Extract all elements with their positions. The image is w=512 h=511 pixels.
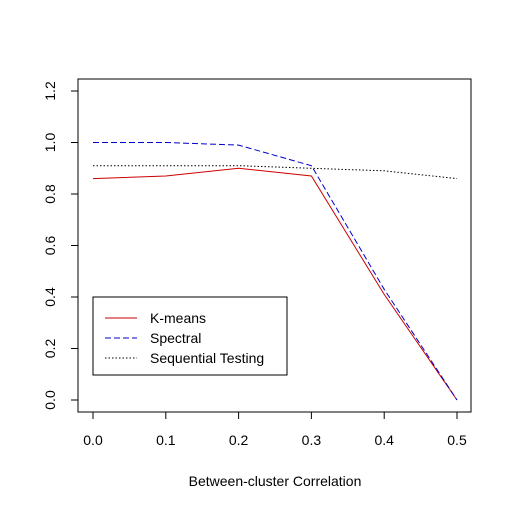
legend-box bbox=[92, 296, 288, 376]
series-line-spectral bbox=[93, 142, 458, 401]
series-layer bbox=[92, 142, 458, 401]
y-tick-label: 0.4 bbox=[42, 287, 58, 307]
x-tick-label: 0.3 bbox=[302, 432, 322, 448]
x-axis-label: Between-cluster Correlation bbox=[189, 473, 362, 489]
x-tick-label: 0.0 bbox=[83, 432, 103, 448]
x-tick-label: 0.5 bbox=[447, 432, 467, 448]
y-tick-label: 0.6 bbox=[42, 236, 58, 256]
y-tick-label: 0.0 bbox=[42, 390, 58, 410]
series-line-k-means bbox=[92, 167, 458, 401]
y-tick-label: 0.2 bbox=[42, 339, 58, 359]
y-axis: 0.0 0.2 0.4 0.6 0.8 1.0 1.2 bbox=[42, 81, 79, 410]
legend-label: K-means bbox=[150, 310, 206, 326]
x-tick-label: 0.4 bbox=[374, 432, 394, 448]
legend-label: Spectral bbox=[150, 330, 201, 346]
x-tick-label: 0.2 bbox=[229, 432, 249, 448]
x-tick-label: 0.1 bbox=[156, 432, 176, 448]
series-line-sequential-testing bbox=[93, 165, 458, 180]
y-tick-label: 1.2 bbox=[42, 81, 58, 101]
x-axis: 0.0 0.1 0.2 0.3 0.4 0.5 bbox=[83, 411, 467, 448]
legend: K-means Spectral Sequential Testing bbox=[92, 296, 288, 376]
y-tick-label: 1.0 bbox=[42, 133, 58, 153]
legend-label: Sequential Testing bbox=[150, 350, 264, 366]
y-tick-label: 0.8 bbox=[42, 184, 58, 204]
